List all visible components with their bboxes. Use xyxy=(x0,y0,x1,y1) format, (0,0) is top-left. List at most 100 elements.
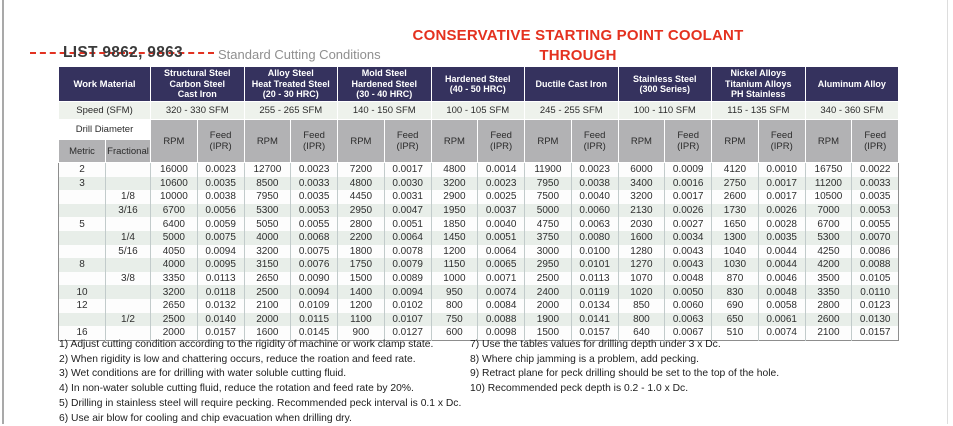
data-cell: 4000 xyxy=(243,230,291,245)
diameter-unit-row: Metric Fractional xyxy=(58,139,899,163)
speed-row: Speed (SFM) 320 - 330 SFM 255 - 265 SFM 140… xyxy=(58,101,900,120)
data-cell: 2100 xyxy=(243,298,291,313)
cell-line: 0.0030 xyxy=(392,177,423,189)
data-cell: 0.0105 xyxy=(851,271,899,286)
data-cell: 0.0046 xyxy=(757,271,806,286)
cell-line: 1000 xyxy=(443,273,466,285)
cell-line: Titanium Alloys xyxy=(725,78,792,89)
cell-line: Alloy Steel xyxy=(267,68,314,79)
data-cell: 0.0051 xyxy=(477,230,525,245)
cell-line: 5000 xyxy=(536,205,560,217)
data-cell: 0.0035 xyxy=(851,190,899,204)
cell-line: 1500 xyxy=(349,273,373,285)
data-cell: 1100 xyxy=(337,312,385,327)
drill-diameter-header: Drill Diameter xyxy=(58,119,151,140)
cell-line: 0.0123 xyxy=(859,300,891,312)
footnote-item: 9) Retract plane for peck drilling shoul… xyxy=(470,368,780,380)
cell-line: Feed xyxy=(864,130,887,141)
data-cell: 0.0088 xyxy=(851,258,899,272)
data-cell: 0.0055 xyxy=(290,217,338,231)
cell-line: 6400 xyxy=(162,218,185,230)
data-cell: 0.0076 xyxy=(290,258,338,272)
material-header-cell: Nickel Alloys Titanium Alloys PH Stainless xyxy=(711,66,806,102)
red-dashed-strikethrough xyxy=(30,52,214,54)
cell-line: 0.0074 xyxy=(766,327,797,339)
data-cell: 0.0044 xyxy=(757,244,806,259)
cell-line: 0.0044 xyxy=(766,259,797,271)
data-cell: 4250 xyxy=(804,244,852,259)
data-cell: 0.0063 xyxy=(570,217,619,231)
data-cell xyxy=(59,272,106,286)
cell-line: 0.0048 xyxy=(766,286,797,298)
cell-line: 1270 xyxy=(630,259,653,271)
table-row: 3 10600 0.0035 8500 0.0033 4800 0.0030 3200 0.00… xyxy=(58,176,899,191)
data-cell: 7950 xyxy=(243,190,291,204)
cell-line: 16 xyxy=(76,327,88,339)
cell-line: RPM xyxy=(163,135,185,147)
cell-line: 0.0088 xyxy=(485,313,517,325)
cell-line: 0.0064 xyxy=(485,245,517,257)
data-cell: 950 xyxy=(430,285,478,299)
data-cell: 0.0110 xyxy=(851,285,899,299)
cell-line: 4050 xyxy=(162,245,185,257)
data-cell xyxy=(105,176,151,191)
cell-line: RPM xyxy=(724,135,746,147)
cell-line: Stainless Steel xyxy=(633,73,697,84)
cell-line: 3350 xyxy=(817,286,840,298)
cell-line: 320 - 330 SFM xyxy=(165,105,229,116)
cell-line: Ductile Cast Iron xyxy=(535,78,608,89)
data-cell: 0.0119 xyxy=(570,285,619,299)
cell-line: 2650 xyxy=(162,300,185,312)
data-cell: 8 xyxy=(59,258,106,272)
cell-line: 0.0067 xyxy=(672,327,704,339)
cell-line: Mold Steel xyxy=(361,68,407,79)
data-cell: 0.0037 xyxy=(477,203,525,218)
data-cell: 0.0053 xyxy=(851,203,899,218)
data-cell: 0.0056 xyxy=(196,203,244,218)
feed-header-cell: Feed (IPR) xyxy=(757,119,806,163)
cell-line: (40 - 50 HRC) xyxy=(449,84,506,94)
cell-line: 0.0071 xyxy=(485,273,517,285)
cell-line: 0.0060 xyxy=(672,300,704,312)
cell-line: 11200 xyxy=(814,177,842,189)
data-cell: 2600 xyxy=(711,190,759,204)
cell-line: 0.0053 xyxy=(298,205,330,217)
cell-line: 0.0061 xyxy=(766,313,797,325)
cell-line: 0.0035 xyxy=(205,177,236,189)
cell-line: 2750 xyxy=(723,177,747,189)
data-cell: 0.0094 xyxy=(383,285,432,299)
cell-line: 100 - 105 SFM xyxy=(446,105,510,116)
cell-line: 0.0033 xyxy=(859,177,891,189)
feed-header-cell: Feed (IPR) xyxy=(290,119,339,163)
cell-line: RPM xyxy=(537,135,559,147)
cell-line: 0.0100 xyxy=(579,245,610,257)
cell-line: (IPR) xyxy=(209,141,232,152)
cell-line: 3150 xyxy=(256,259,279,271)
cell-line: 12700 xyxy=(253,164,282,176)
rpm-header-cell: RPM xyxy=(337,119,385,163)
speed-value-cell: 100 - 105 SFM xyxy=(430,101,526,120)
cell-line: 0.0043 xyxy=(672,245,704,257)
cell-line: 0.0157 xyxy=(205,327,236,339)
cell-line: 0.0075 xyxy=(205,232,236,244)
data-cell: 0.0075 xyxy=(290,244,338,259)
cell-line: 1200 xyxy=(443,245,466,257)
cell-line: 0.0109 xyxy=(298,300,330,312)
data-cell: 10600 xyxy=(150,176,198,191)
cell-line: 0.0132 xyxy=(205,300,236,312)
cell-line: 245 - 255 SFM xyxy=(539,105,603,116)
data-cell: 1030 xyxy=(711,258,759,272)
cell-line: 0.0009 xyxy=(672,164,704,176)
material-header-cell: Stainless Steel (300 Series) xyxy=(617,66,713,102)
data-cell: 3500 xyxy=(804,271,852,286)
cell-line: 340 - 360 SFM xyxy=(820,105,884,116)
data-cell: 2800 xyxy=(804,298,852,313)
data-cell: 3150 xyxy=(243,258,291,272)
cell-line: 0.0130 xyxy=(859,313,891,325)
rpm-header-cell: RPM xyxy=(150,119,198,163)
speed-value-cell: 340 - 360 SFM xyxy=(804,101,900,120)
cell-line: 8 xyxy=(79,259,85,271)
cell-line: 2500 xyxy=(536,273,560,285)
data-cell: 0.0035 xyxy=(290,190,338,204)
cell-line: 0.0053 xyxy=(859,205,891,217)
